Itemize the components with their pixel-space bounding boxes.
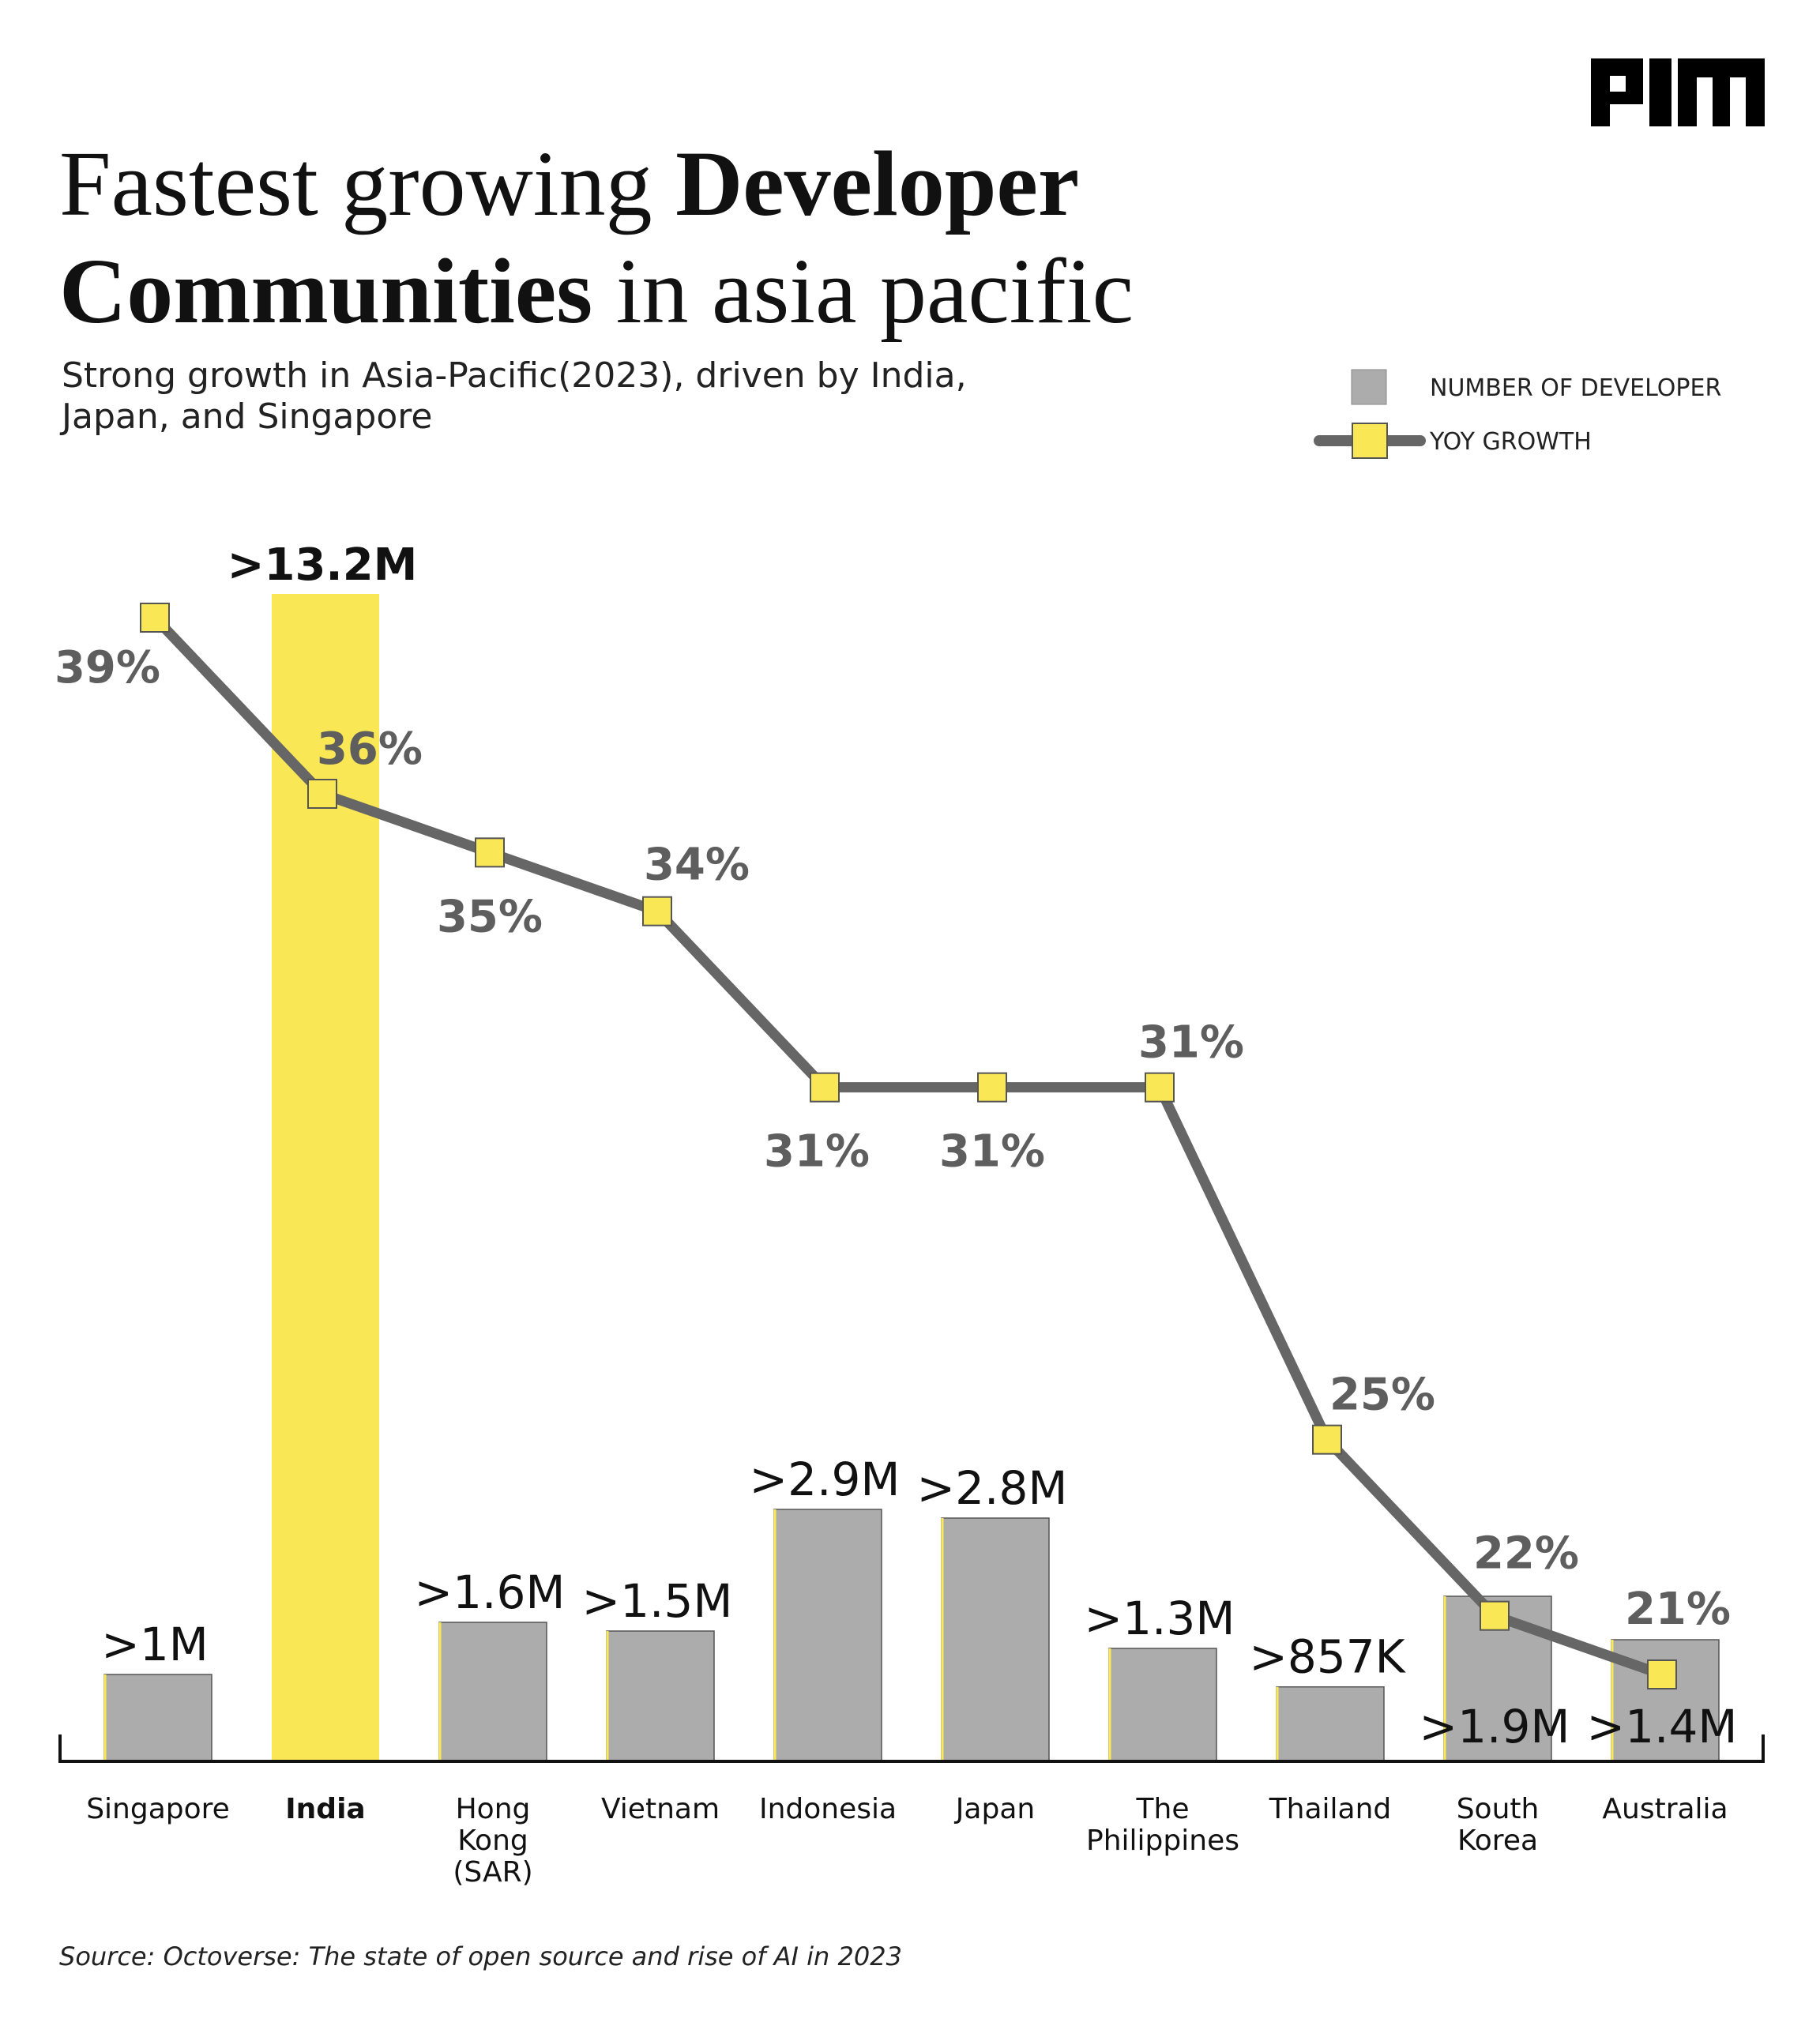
category-label-india: India: [285, 1793, 365, 1825]
category-label-japan: Japan: [954, 1793, 1035, 1825]
growth-marker-hong-kong-sar: [475, 837, 505, 868]
category-label-vietnam: Vietnam: [601, 1793, 720, 1825]
category-label-line: Australia: [1602, 1793, 1728, 1825]
category-label-line: India: [285, 1793, 365, 1825]
growth-label-india: 36%: [317, 723, 423, 775]
bar-vietnam: [606, 1630, 715, 1762]
category-label-line: Singapore: [86, 1793, 230, 1825]
subtitle-line-1: Strong growth in Asia-Pacific(2023), dri…: [62, 355, 967, 396]
category-label-south-korea: South Korea: [1457, 1793, 1540, 1857]
legend-marker-swatch: [1352, 423, 1388, 459]
legend-bar-swatch: [1351, 369, 1387, 405]
growth-label-singapore: 39%: [55, 642, 160, 693]
axis-layer: [58, 1734, 1765, 1763]
bar-the-philippines: [1108, 1648, 1217, 1762]
growth-marker-india: [307, 779, 337, 809]
bar-value-label-india: >13.2M: [228, 539, 418, 591]
x-axis: [58, 1734, 1765, 1763]
bars-layer: [103, 594, 1720, 1762]
bar-value-label-singapore: >1M: [101, 1618, 209, 1671]
bar-value-label-australia: >1.4M: [1587, 1700, 1738, 1753]
bar-indonesia: [773, 1509, 882, 1762]
category-label-line: Vietnam: [601, 1793, 720, 1825]
bar-value-label-south-korea: >1.9M: [1420, 1700, 1570, 1753]
subtitle-line-2: Japan, and Singapore: [62, 397, 433, 437]
growth-label-south-korea: 22%: [1473, 1528, 1579, 1580]
category-label-singapore: Singapore: [86, 1793, 230, 1825]
category-label-line: South: [1457, 1793, 1540, 1825]
bar-value-label-indonesia: >2.9M: [750, 1453, 901, 1506]
growth-marker-vietnam: [642, 896, 672, 926]
growth-label-hong-kong-sar: 35%: [437, 891, 543, 942]
legend: NUMBER OF DEVELOPER YOY GROWTH: [1311, 363, 1801, 474]
category-label-line: The: [1136, 1793, 1190, 1825]
combo-chart: 39% 36% 35% 34% 31% 31% 31% 25% 22% 21% >1M >13.2M >…: [55, 539, 1765, 1889]
bar-value-label-thailand: >857K: [1249, 1630, 1406, 1684]
legend-bar-label: NUMBER OF DEVELOPER: [1430, 374, 1722, 402]
category-label-thailand: Thailand: [1269, 1793, 1392, 1825]
growth-label-the-philippines: 31%: [1138, 1017, 1244, 1069]
growth-marker-indonesia: [810, 1072, 840, 1103]
growth-marker-south-korea: [1480, 1600, 1510, 1631]
growth-marker-singapore: [140, 603, 170, 633]
legend-line-label: YOY GROWTH: [1430, 428, 1592, 456]
category-label-hong-kong-sar: Hong Kong (SAR): [453, 1793, 532, 1889]
labels-layer: 39% 36% 35% 34% 31% 31% 31% 25% 22% 21% >1M >13.2M >…: [55, 539, 1737, 1889]
growth-marker-the-philippines: [1145, 1072, 1175, 1103]
growth-marker-australia: [1647, 1659, 1677, 1689]
source-note: Source: Octoverse: The state of open sou…: [59, 1941, 902, 1971]
category-label-line: (SAR): [453, 1856, 532, 1889]
growth-label-thailand: 25%: [1329, 1370, 1435, 1421]
chart-title: Fastest growing Developer Communities in …: [59, 132, 1134, 343]
growth-label-vietnam: 34%: [644, 840, 750, 891]
bar-value-label-hong-kong-sar: >1.6M: [415, 1565, 566, 1619]
growth-marker-japan: [977, 1072, 1007, 1103]
category-label-line: Japan: [954, 1793, 1035, 1825]
category-label-line: Korea: [1457, 1825, 1538, 1857]
growth-label-indonesia: 31%: [764, 1126, 870, 1178]
bar-value-label-vietnam: >1.5M: [582, 1574, 733, 1628]
bar-singapore: [103, 1674, 212, 1762]
bar-value-label-the-philippines: >1.3M: [1085, 1592, 1235, 1645]
category-label-line: Hong: [456, 1793, 531, 1825]
category-label-line: Kong: [457, 1825, 528, 1857]
growth-label-japan: 31%: [939, 1126, 1045, 1178]
category-label-line: Thailand: [1269, 1793, 1392, 1825]
category-label-line: Indonesia: [759, 1793, 897, 1825]
category-label-indonesia: Indonesia: [759, 1793, 897, 1825]
bar-thailand: [1276, 1686, 1385, 1762]
category-label-australia: Australia: [1602, 1793, 1728, 1825]
growth-marker-thailand: [1312, 1424, 1342, 1455]
bar-value-label-japan: >2.8M: [917, 1461, 1068, 1515]
category-label-the-philippines: The Philippines: [1086, 1793, 1239, 1857]
growth-line: [149, 612, 1668, 1680]
bar-japan: [941, 1517, 1050, 1762]
aim-logo: [1591, 58, 1765, 126]
chart-subtitle: Strong growth in Asia-Pacific(2023), dri…: [62, 355, 1168, 438]
bar-hong-kong-sar: [438, 1622, 547, 1762]
growth-line-layer: [140, 603, 1677, 1689]
growth-label-australia: 21%: [1625, 1584, 1731, 1635]
category-label-line: Philippines: [1086, 1825, 1239, 1857]
